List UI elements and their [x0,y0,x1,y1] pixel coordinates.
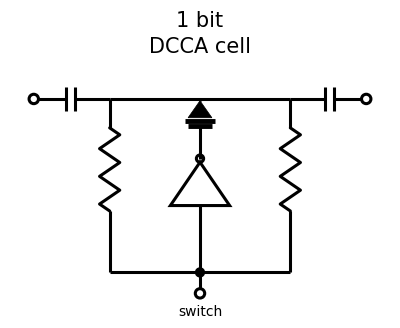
Text: DCCA cell: DCCA cell [149,36,251,56]
Polygon shape [188,101,212,118]
Text: 1 bit: 1 bit [176,11,224,31]
Circle shape [196,269,204,276]
Text: switch: switch [178,305,222,319]
